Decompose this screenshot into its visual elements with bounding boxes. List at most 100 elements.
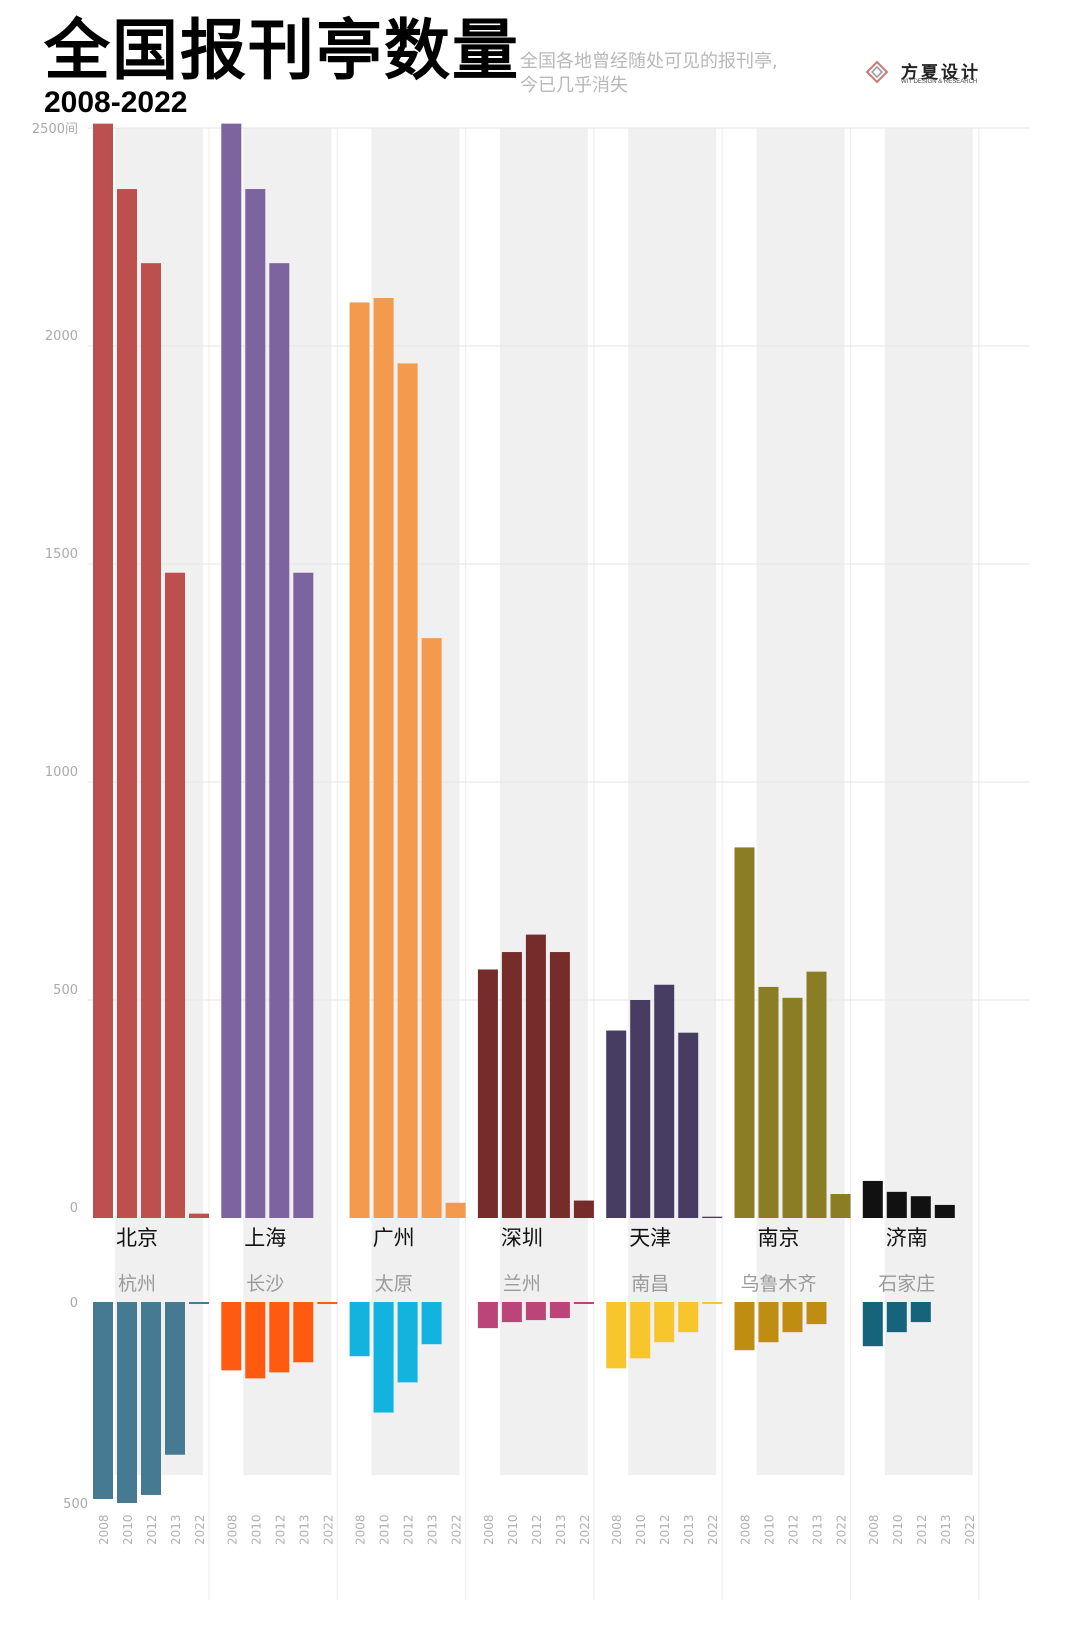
year-tick-label: 2022 — [963, 1514, 977, 1545]
year-tick-label: 2008 — [97, 1514, 111, 1545]
bar-lower — [782, 1302, 803, 1333]
year-tick-label: 2012 — [530, 1514, 544, 1545]
bar — [758, 986, 779, 1218]
year-tick-label: 2010 — [891, 1514, 905, 1545]
bar-lower — [189, 1302, 209, 1305]
bar — [654, 984, 675, 1218]
group-background — [628, 128, 717, 1475]
year-tick-label: 2022 — [193, 1514, 207, 1545]
y-tick-label: 1000 — [45, 765, 78, 780]
city-label-lower: 兰州 — [503, 1273, 541, 1295]
bar — [806, 971, 827, 1218]
bar-lower — [862, 1302, 883, 1347]
y-tick-label: 0 — [70, 1201, 78, 1216]
city-label-lower: 太原 — [375, 1273, 413, 1295]
bar — [886, 1191, 907, 1218]
city-label-lower: 乌鲁木齐 — [740, 1273, 816, 1295]
year-tick-label: 2008 — [482, 1514, 496, 1545]
bar-lower — [734, 1302, 755, 1351]
bar — [606, 1030, 627, 1218]
bar — [269, 263, 290, 1218]
logo-tagline: WIT DESIGN & RESEARCH — [901, 79, 978, 85]
bar — [678, 1032, 699, 1218]
bar-lower — [317, 1302, 338, 1305]
y-tick-label: 2000 — [45, 329, 78, 344]
bar-lower — [269, 1302, 290, 1373]
bar — [734, 847, 755, 1218]
year-tick-label: 2013 — [939, 1514, 953, 1545]
bar-lower — [477, 1302, 498, 1329]
bar — [117, 189, 137, 1218]
bar-lower — [165, 1302, 185, 1455]
year-tick-label: 2022 — [450, 1514, 464, 1545]
city-label-lower: 长沙 — [246, 1273, 284, 1295]
bar — [373, 298, 394, 1218]
bar-lower — [654, 1302, 675, 1343]
year-tick-label: 2012 — [402, 1514, 416, 1545]
bar — [293, 572, 314, 1218]
bar-lower — [501, 1302, 522, 1323]
bar — [141, 263, 161, 1218]
bar — [445, 1202, 466, 1218]
bar-lower — [910, 1302, 931, 1323]
bar-lower — [525, 1302, 546, 1321]
city-label: 上海 — [244, 1226, 286, 1250]
bar — [702, 1216, 723, 1218]
group-background — [884, 128, 973, 1475]
bar-lower — [117, 1302, 137, 1503]
bar — [165, 572, 185, 1218]
year-tick-label: 2008 — [354, 1514, 368, 1545]
year-tick-label: 2008 — [739, 1514, 753, 1545]
year-tick-label: 2010 — [121, 1514, 135, 1545]
year-tick-label: 2010 — [378, 1514, 392, 1545]
bar-lower — [630, 1302, 651, 1359]
bar-lower — [758, 1302, 779, 1343]
bar — [630, 1000, 651, 1218]
bar — [93, 123, 113, 1218]
year-tick-label: 2008 — [610, 1514, 624, 1545]
city-label: 北京 — [116, 1226, 158, 1250]
bar — [573, 1200, 594, 1218]
year-tick-label: 2022 — [835, 1514, 849, 1545]
bar-lower — [141, 1302, 161, 1495]
bar — [549, 952, 570, 1218]
chart-subtitle: 全国各地曾经随处可见的报刊亭, 今已几乎消失 — [520, 50, 820, 98]
bar — [349, 302, 370, 1218]
bar-lower — [245, 1302, 266, 1379]
bar — [189, 1213, 209, 1218]
year-tick-label: 2022 — [321, 1514, 335, 1545]
year-tick-label: 2013 — [554, 1514, 568, 1545]
city-label-lower: 南昌 — [631, 1273, 669, 1295]
year-tick-label: 2008 — [867, 1514, 881, 1545]
y-tick-label: 500 — [53, 983, 78, 998]
year-tick-label: 2022 — [578, 1514, 592, 1545]
bar-lower — [806, 1302, 827, 1325]
subtitle-line-1: 全国各地曾经随处可见的报刊亭, — [520, 51, 778, 72]
bar-lower — [397, 1302, 418, 1383]
y-tick-label-lower: 500 — [63, 1497, 88, 1512]
bar — [421, 638, 442, 1218]
bar-lower — [93, 1302, 113, 1499]
year-tick-label: 2013 — [682, 1514, 696, 1545]
bar — [245, 189, 266, 1218]
year-tick-label: 2013 — [169, 1514, 183, 1545]
city-label: 深圳 — [501, 1226, 543, 1250]
year-tick-label: 2012 — [273, 1514, 287, 1545]
bar — [934, 1204, 955, 1218]
bar-lower — [573, 1302, 594, 1304]
bar-lower — [678, 1302, 699, 1333]
bar-lower — [702, 1302, 723, 1304]
bar-lower — [886, 1302, 907, 1333]
bar — [910, 1196, 931, 1218]
city-label: 广州 — [373, 1226, 415, 1250]
year-tick-label: 2010 — [763, 1514, 777, 1545]
year-tick-label: 2022 — [706, 1514, 720, 1545]
bar — [862, 1180, 883, 1218]
bar-lower — [293, 1302, 314, 1363]
city-label: 天津 — [629, 1226, 671, 1250]
bar-lower — [549, 1302, 570, 1319]
y-tick-label-lower: 0 — [70, 1296, 78, 1311]
city-label-lower: 杭州 — [118, 1273, 156, 1295]
diamond-logo-icon — [865, 60, 889, 84]
